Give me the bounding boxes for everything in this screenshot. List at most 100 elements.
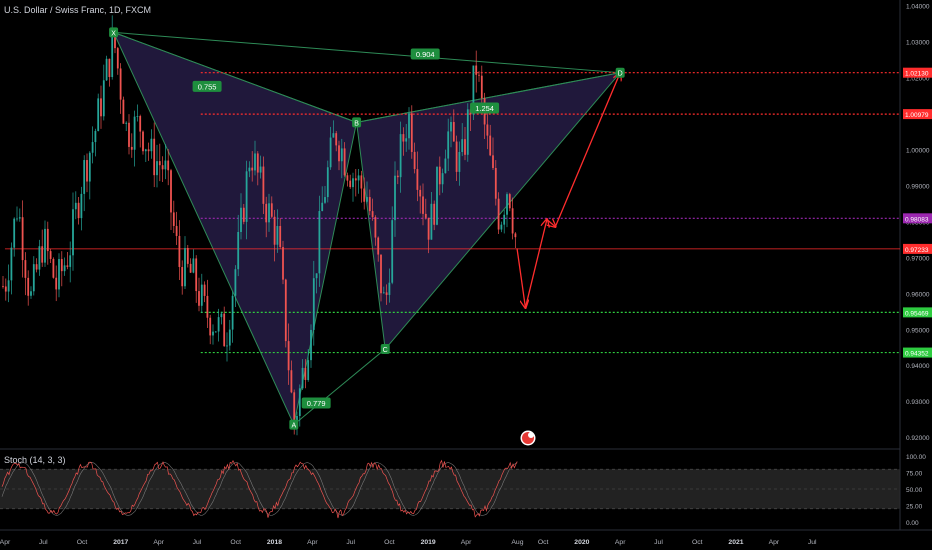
x-tick-label: Oct <box>692 539 703 546</box>
stoch-d-line <box>1 462 518 516</box>
candle-body <box>391 220 394 283</box>
price-badge-label-3: 0.97233 <box>905 247 929 254</box>
stoch-axis-label: 75.00 <box>906 471 923 478</box>
candle-body <box>158 161 161 166</box>
price-badge-2 <box>903 213 932 224</box>
candle-body <box>382 292 385 294</box>
candle-body <box>41 246 44 263</box>
x-tick-label: Aug <box>511 539 523 546</box>
candle-body <box>500 224 503 230</box>
pattern-point-label-b: B <box>354 120 359 127</box>
candle-body <box>161 165 164 170</box>
candle-body <box>268 203 270 223</box>
candle-body <box>480 75 483 99</box>
candle-body <box>30 291 32 296</box>
candle-body <box>424 213 427 218</box>
candle-body <box>105 58 108 81</box>
candle-body <box>419 189 422 197</box>
pattern-point-label-a: A <box>291 423 296 430</box>
ratio-badge <box>301 397 331 409</box>
candle-body <box>363 188 366 202</box>
candle-body <box>405 138 408 142</box>
ratio-badge <box>470 102 500 114</box>
candle-body <box>7 280 10 292</box>
candle-body <box>290 370 293 393</box>
candle-body <box>349 180 352 188</box>
candle-body <box>206 295 209 318</box>
candle-body <box>35 264 38 270</box>
price-badge-label-2: 0.98083 <box>905 216 929 223</box>
ratio-label: 0.755 <box>198 82 217 91</box>
price-badge-label-0: 1.02130 <box>905 71 929 78</box>
candle-body <box>256 153 259 173</box>
candle-body <box>478 74 480 76</box>
candle-body <box>293 392 296 426</box>
x-tick-label: 2021 <box>728 539 743 546</box>
x-tick-label: 2018 <box>267 539 282 546</box>
candle-body <box>444 158 447 174</box>
candle-body <box>172 212 175 226</box>
candles <box>2 15 517 436</box>
harmonic-pattern <box>112 31 622 427</box>
candle-body <box>245 171 248 222</box>
pattern-point-badge-a <box>289 419 299 430</box>
candle-body <box>119 68 122 100</box>
candle-body <box>133 116 136 150</box>
price-badge-3 <box>903 243 932 254</box>
candle-body <box>13 218 16 248</box>
pattern-point-label-c: C <box>383 347 388 354</box>
candle-body <box>97 98 100 131</box>
candle-body <box>441 173 444 185</box>
candle-body <box>514 233 517 238</box>
candle-body <box>102 80 105 117</box>
candle-body <box>385 292 388 295</box>
candle-body <box>461 139 464 153</box>
candle-body <box>455 141 458 172</box>
candle-body <box>63 265 66 272</box>
y-tick-label: 0.93000 <box>906 399 930 406</box>
y-tick-label: 1.00000 <box>906 147 930 154</box>
candle-body <box>489 135 492 156</box>
x-tick-label: Oct <box>77 539 88 546</box>
candle-body <box>231 295 234 330</box>
candle-body <box>58 259 60 290</box>
candle-body <box>402 134 405 142</box>
candle-body <box>24 260 27 278</box>
time-axis[interactable]: Apr Jul Oct 2017 Apr Jul Oct 2018 Apr Jul Oct 2019 A… <box>0 539 817 546</box>
projection-arrow-3 <box>554 73 620 227</box>
x-tick-label: Jul <box>193 539 202 546</box>
candle-body <box>354 178 357 181</box>
candle-body <box>282 247 284 280</box>
candle-body <box>329 137 332 168</box>
price-axis[interactable]: 1.040001.030001.020001.010001.000000.990… <box>903 3 932 527</box>
projection-arrow-1 <box>524 220 546 308</box>
candle-body <box>254 153 256 171</box>
candle-body <box>287 341 290 371</box>
candle-body <box>394 175 396 221</box>
candle-body <box>167 160 170 171</box>
candle-body <box>497 198 500 230</box>
candle-body <box>44 228 46 263</box>
candle-body <box>494 167 497 199</box>
candle-body <box>343 148 346 176</box>
candle-body <box>86 160 88 182</box>
chart-grid <box>0 0 932 531</box>
candle-body <box>464 139 466 155</box>
candle-body <box>338 145 340 162</box>
y-tick-label: 0.97000 <box>906 255 930 262</box>
stoch-indicator-title[interactable]: Stoch (14, 3, 3) <box>4 455 66 465</box>
candle-body <box>18 217 21 219</box>
price-badge-label-1: 1.00979 <box>905 112 929 119</box>
stoch-k-line <box>1 459 518 519</box>
candle-body <box>142 131 144 152</box>
candle-body <box>175 225 178 236</box>
candle-body <box>413 151 416 170</box>
candle-body <box>279 226 282 248</box>
candle-body <box>458 152 461 172</box>
stoch-axis-label: 100.00 <box>906 454 926 461</box>
candle-body <box>170 170 172 213</box>
candle-body <box>226 345 228 347</box>
candle-body <box>156 161 158 176</box>
candle-body <box>371 211 374 218</box>
